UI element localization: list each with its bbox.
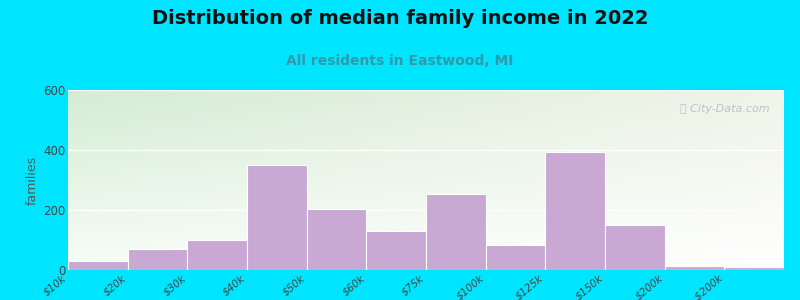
- Bar: [486, 244, 546, 270]
- Bar: [546, 152, 605, 270]
- Bar: [68, 261, 128, 270]
- Text: All residents in Eastwood, MI: All residents in Eastwood, MI: [286, 54, 514, 68]
- Bar: [665, 266, 724, 270]
- Bar: [128, 249, 187, 270]
- Bar: [426, 194, 486, 270]
- Bar: [247, 165, 306, 270]
- Text: Distribution of median family income in 2022: Distribution of median family income in …: [152, 9, 648, 28]
- Bar: [366, 231, 426, 270]
- Bar: [605, 225, 665, 270]
- Y-axis label: families: families: [26, 155, 39, 205]
- Bar: [306, 208, 366, 270]
- Bar: [187, 240, 247, 270]
- Bar: [724, 267, 784, 270]
- Text: ⓘ City-Data.com: ⓘ City-Data.com: [680, 104, 770, 114]
